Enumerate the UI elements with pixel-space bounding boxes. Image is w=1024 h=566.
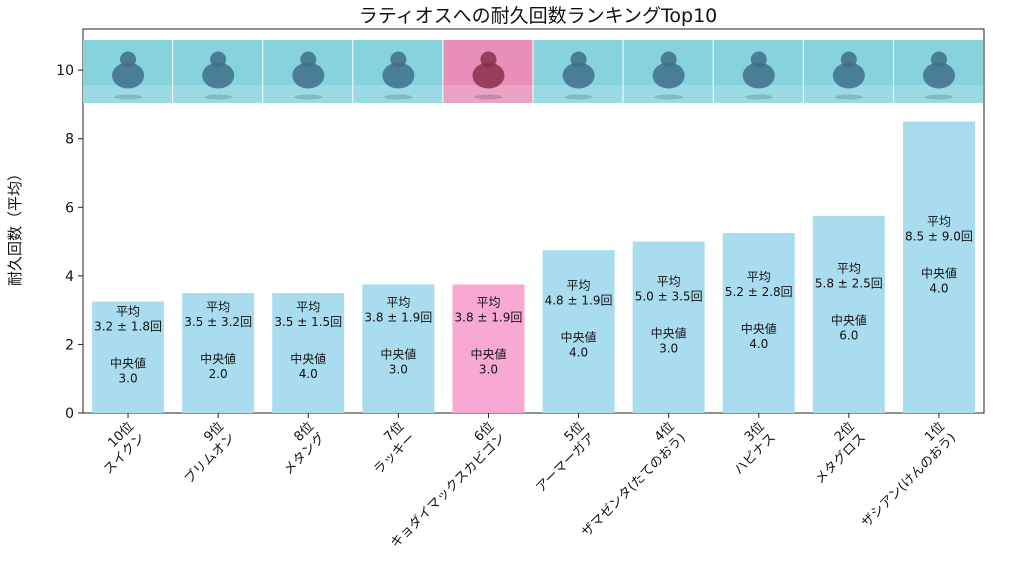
bar-value-label: 3.5 ± 3.2回: [184, 315, 252, 329]
bar-value-label: 中央値: [741, 321, 777, 336]
bar-value-label: 4.8 ± 1.9回: [545, 294, 613, 308]
zamazenta-crowned-shield-image: [623, 40, 713, 103]
y-tick-label: 6: [65, 200, 74, 216]
bar-value-label: 3.8 ± 1.9回: [455, 311, 523, 325]
x-tick-label: アーマーガア: [533, 431, 598, 496]
bar: [452, 284, 525, 413]
bar: [632, 241, 705, 413]
bar-value-label: 平均: [927, 214, 951, 228]
bars: [92, 121, 975, 414]
bar-value-label: 中央値: [561, 330, 597, 345]
bar-value-label: 3.0: [119, 371, 138, 385]
bar-value-label: 平均: [837, 261, 861, 275]
chart-title: ラティオスへの耐久回数ランキングTop10: [359, 5, 718, 27]
bar-value-label: 平均: [567, 279, 591, 293]
bar-value-label: 3.0: [479, 363, 498, 377]
bar-value-label: 3.0: [389, 363, 408, 377]
bar-value-label: 4.0: [569, 346, 588, 360]
bar-value-label: 4.0: [929, 281, 948, 295]
bar-value-label: 平均: [386, 296, 410, 310]
bar-value-label: 5.2 ± 2.8回: [725, 285, 793, 299]
bar-value-label: 平均: [747, 270, 771, 284]
corviknight-image: [533, 40, 623, 103]
y-tick-label: 8: [65, 132, 74, 148]
bar: [812, 215, 885, 413]
metagross-image: [803, 40, 893, 103]
pokemon-image-strip: [83, 40, 983, 103]
y-axis-label: 耐久回数（平均）: [6, 166, 24, 286]
bar: [722, 233, 795, 413]
bar-value-label: 中央値: [200, 351, 236, 366]
bar-value-label: 中央値: [831, 312, 867, 327]
bar-value-label: 中央値: [470, 347, 506, 362]
bar: [902, 121, 975, 414]
bar-value-label: 3.0: [659, 341, 678, 355]
bar-value-label: 4.0: [749, 337, 768, 351]
bar-value-label: 5.0 ± 3.5回: [635, 289, 703, 303]
bar-value-label: 中央値: [921, 265, 957, 280]
y-tick-label: 0: [65, 406, 74, 422]
y-tick-label: 10: [56, 63, 74, 79]
x-tick-label: ザマゼンタ(たてのおう): [579, 431, 689, 541]
bar-value-label: 3.8 ± 1.9回: [364, 311, 432, 325]
bar: [542, 250, 615, 413]
metang-image: [263, 40, 353, 103]
bar-value-label: 平均: [296, 300, 320, 314]
primarina-image: [173, 40, 263, 103]
suicune-image: [83, 40, 173, 103]
bar-value-label: 中央値: [290, 351, 326, 366]
bar-value-label: 4.0: [299, 367, 318, 381]
bar-value-label: 中央値: [110, 355, 146, 370]
blissey-image: [713, 40, 803, 103]
bar-value-label: 中央値: [651, 325, 687, 340]
zacian-crowned-sword-image: [893, 40, 983, 103]
bar: [182, 293, 255, 413]
bar: [362, 284, 435, 413]
bar-value-label: 平均: [116, 304, 140, 318]
gigantamax-snorlax-image: [443, 40, 533, 103]
bar: [92, 301, 165, 413]
bar-value-label: 5.8 ± 2.5回: [815, 276, 883, 290]
bar-value-label: 8.5 ± 9.0回: [905, 229, 973, 243]
bar-value-label: 2.0: [209, 367, 228, 381]
bar-value-label: 平均: [206, 300, 230, 314]
bar: [272, 293, 345, 413]
y-tick-label: 2: [65, 337, 74, 353]
bar-value-label: 3.2 ± 1.8回: [94, 319, 162, 333]
y-tick-label: 4: [65, 269, 74, 285]
plot-area: [82, 28, 985, 414]
bar-value-label: 平均: [476, 296, 500, 310]
x-tick-label: ザシアン(けんのおう): [859, 431, 959, 531]
chansey-image: [353, 40, 443, 103]
bar-value-label: 平均: [657, 274, 681, 288]
bar-value-label: 6.0: [839, 328, 858, 342]
y-axis: 0 2 4 6 8 10: [56, 63, 83, 422]
bar-value-label: 3.5 ± 1.5回: [274, 315, 342, 329]
plot-frame: [82, 28, 985, 414]
bar-value-label: 中央値: [380, 347, 416, 362]
